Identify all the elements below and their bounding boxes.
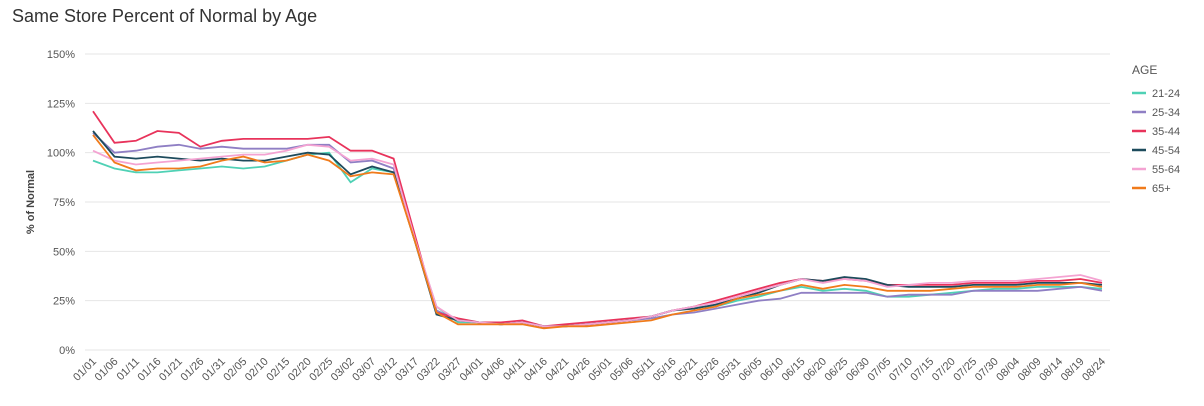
x-tick-label: 01/06	[93, 356, 121, 384]
x-tick-label: 07/05	[865, 356, 893, 384]
x-tick-label: 02/20	[286, 356, 314, 384]
y-tick-label: 100%	[47, 148, 75, 160]
x-tick-label: 02/10	[243, 356, 271, 384]
x-tick-label: 03/17	[393, 356, 421, 384]
x-tick-label: 01/21	[157, 356, 185, 384]
series-line	[92, 143, 1103, 328]
x-tick-label: 03/07	[350, 356, 378, 384]
x-tick-label: 06/05	[737, 356, 765, 384]
x-tick-label: 05/06	[608, 356, 636, 384]
legend-label: 35-44	[1152, 126, 1180, 138]
x-tick-label: 01/16	[136, 356, 164, 384]
x-tick-label: 07/15	[908, 356, 936, 384]
x-tick-label: 08/14	[1037, 356, 1065, 384]
x-tick-label: 05/11	[630, 356, 657, 383]
x-tick-label: 03/27	[436, 356, 464, 384]
y-tick-label: 75%	[53, 197, 75, 209]
x-tick-label: 01/01	[71, 356, 99, 384]
x-tick-label: 04/21	[543, 356, 571, 384]
legend-label: 65+	[1152, 183, 1171, 195]
x-tick-label: 02/15	[264, 356, 292, 384]
x-tick-label: 01/11	[115, 356, 142, 383]
legend-label: 21-24	[1152, 88, 1180, 100]
x-tick-label: 05/26	[694, 356, 722, 384]
x-tick-label: 02/05	[221, 356, 249, 384]
x-tick-label: 02/25	[307, 356, 335, 384]
y-axis-label: % of Normal	[25, 170, 37, 234]
y-tick-label: 125%	[47, 98, 75, 110]
x-tick-label: 08/24	[1080, 356, 1108, 384]
x-tick-label: 07/30	[973, 356, 1001, 384]
series-line	[92, 132, 1103, 328]
x-tick-label: 08/09	[1016, 356, 1044, 384]
x-tick-label: 04/01	[458, 356, 486, 384]
chart-title: Same Store Percent of Normal by Age	[12, 6, 317, 26]
x-tick-label: 08/19	[1059, 356, 1087, 384]
x-tick-label: 04/26	[565, 356, 593, 384]
series-line	[92, 130, 1103, 328]
x-tick-label: 05/01	[586, 356, 614, 384]
x-tick-label: 05/21	[672, 356, 700, 384]
x-tick-label: 01/31	[200, 356, 228, 384]
x-tick-label: 07/25	[951, 356, 979, 384]
x-tick-label: 01/26	[179, 356, 207, 384]
x-tick-label: 06/20	[801, 356, 829, 384]
x-tick-label: 08/04	[994, 356, 1022, 384]
x-tick-label: 03/12	[372, 356, 400, 384]
x-tick-label: 05/31	[715, 356, 743, 384]
series-line	[92, 110, 1103, 328]
x-tick-label: 05/16	[651, 356, 679, 384]
y-tick-label: 50%	[53, 246, 75, 258]
legend-label: 55-64	[1152, 164, 1180, 176]
x-tick-label: 04/16	[522, 356, 550, 384]
x-tick-label: 04/06	[479, 356, 507, 384]
x-tick-label: 04/11	[501, 356, 528, 383]
x-tick-label: 06/30	[844, 356, 872, 384]
y-tick-label: 25%	[53, 296, 75, 308]
x-tick-label: 06/10	[758, 356, 786, 384]
x-tick-label: 06/15	[780, 356, 808, 384]
legend-label: 45-54	[1152, 145, 1180, 157]
x-tick-label: 03/02	[329, 356, 357, 384]
y-tick-label: 150%	[47, 49, 75, 61]
x-tick-label: 03/22	[415, 356, 443, 384]
y-tick-label: 0%	[59, 345, 75, 357]
legend-label: 25-34	[1152, 107, 1180, 119]
x-tick-label: 06/25	[823, 356, 851, 384]
legend-title: AGE	[1132, 63, 1157, 77]
x-tick-label: 07/10	[887, 356, 915, 384]
x-tick-label: 07/20	[930, 356, 958, 384]
series-line	[92, 134, 1103, 330]
